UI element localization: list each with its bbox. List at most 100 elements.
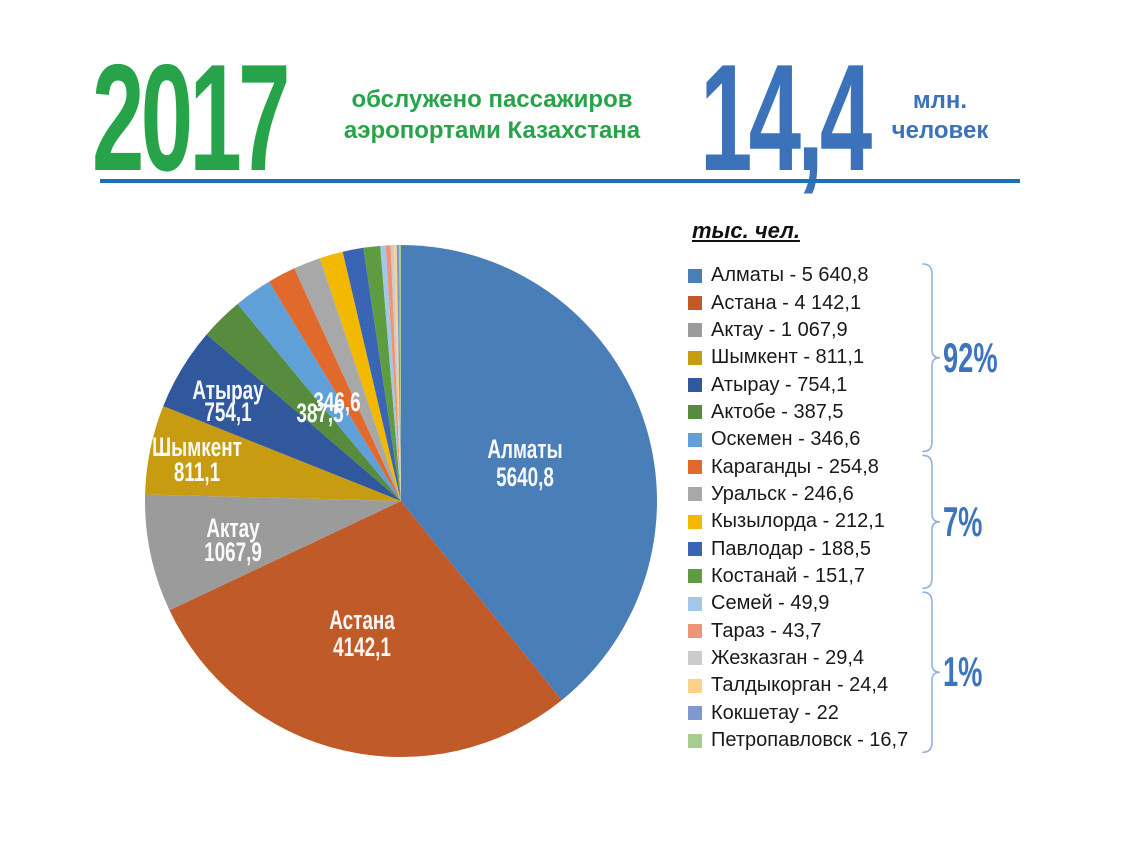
pie-label-value-Атырау: 754,1 [204, 397, 251, 427]
legend-swatch-Атырау [688, 378, 702, 393]
legend-item-label: Оскемен - 346,6 [711, 428, 861, 451]
legend-swatch-Жезказган [688, 651, 702, 666]
legend-item-Павлодар: Павлодар - 188,5 [688, 535, 908, 562]
pie-slice-Актау [144, 494, 402, 611]
pie-label-name-Актау: Актау [206, 513, 259, 543]
legend-swatch-Костанай [688, 569, 702, 584]
subtitle: обслужено пассажиров аэропортами Казахст… [283, 84, 701, 146]
legend-swatch-Актобе [688, 405, 702, 420]
legend-item-Астана: Астана - 4 142,1 [688, 289, 908, 316]
legend-item-label: Уральск - 246,6 [711, 482, 854, 505]
legend-item-Караганды: Караганды - 254,8 [688, 453, 908, 480]
total-passengers-value: 14,4 [700, 33, 872, 203]
pie-slice-Кызылорда [319, 251, 401, 501]
legend-item-label: Тараз - 43,7 [711, 619, 822, 642]
pie-slice-Оскемен [237, 281, 401, 501]
group-brace-7% [922, 454, 941, 589]
pie-slice-Кокшетау [396, 245, 401, 501]
pie-label-value-Астана: 4142,1 [333, 632, 391, 662]
legend-swatch-Оскемен [688, 432, 702, 447]
pie-slice-Атырау [163, 334, 401, 501]
legend-item-label: Актау - 1 067,9 [711, 318, 848, 341]
legend-item-label: Астана - 4 142,1 [711, 291, 862, 314]
legend-item-Семей: Семей - 49,9 [688, 590, 908, 617]
legend-item-Костанай: Костанай - 151,7 [688, 563, 908, 590]
legend-item-label: Талдыкорган - 24,4 [711, 674, 889, 697]
pie-label-value-Актобе: 387,5 [296, 398, 343, 428]
group-brace-92% [922, 263, 941, 453]
group-percent-label-92%: 92% [943, 333, 998, 381]
year-title: 2017 [92, 33, 290, 203]
pie-label-name-Атырау: Атырау [192, 375, 263, 405]
legend-swatch-Павлодар [688, 542, 702, 557]
legend-swatch-Кызылорда [688, 514, 702, 529]
legend-swatch-Актау [688, 323, 702, 338]
legend-item-label: Алматы - 5 640,8 [711, 264, 869, 287]
pie-label-value-Актау: 1067,9 [204, 537, 262, 567]
pie-slice-Петропавловск [399, 245, 401, 501]
unit-line1: млн. [912, 87, 968, 114]
legend-item-Жезказган: Жезказган - 29,4 [688, 645, 908, 672]
pie-slice-Актобе [206, 304, 401, 501]
legend-item-label: Атырау - 754,1 [711, 373, 848, 396]
pie-slice-Тараз [385, 245, 401, 501]
pie-slice-Алматы [401, 245, 657, 701]
pie-slice-Шымкент [145, 406, 401, 501]
legend-item-Тараз: Тараз - 43,7 [688, 617, 908, 644]
header-divider [100, 179, 1020, 183]
pie-slice-Уральск [294, 258, 401, 501]
group-percent-label-7%: 7% [943, 497, 983, 545]
legend-item-label: Семей - 49,9 [711, 592, 830, 615]
legend-item-label: Кызылорда - 212,1 [711, 510, 885, 533]
pie-slice-Жезказган [390, 245, 401, 501]
unit-line2: человек [891, 117, 989, 144]
legend-item-Атырау: Атырау - 754,1 [688, 371, 908, 398]
subtitle-line1: обслужено пассажиров [351, 86, 633, 113]
legend-item-Кызылорда: Кызылорда - 212,1 [688, 508, 908, 535]
legend-item-Петропавловск: Петропавловск - 16,7 [688, 727, 908, 754]
legend-swatch-Уральск [688, 487, 702, 502]
pie-label-name-Астана: Астана [329, 605, 395, 635]
legend-swatch-Петропавловск [688, 733, 702, 748]
pie-label-value-Алматы: 5640,8 [496, 462, 554, 492]
legend-item-label: Шымкент - 811,1 [711, 346, 865, 369]
pie-slice-Павлодар [342, 247, 401, 501]
legend-swatch-Тараз [688, 624, 702, 639]
pie-label-value-Оскемен: 346,6 [313, 387, 360, 417]
legend-swatch-Кокшетау [688, 706, 702, 721]
legend-swatch-Астана [688, 296, 702, 311]
legend-item-Талдыкорган: Талдыкорган - 24,4 [688, 672, 908, 699]
pie-label-name-Шымкент: Шымкент [152, 432, 242, 462]
legend-swatch-Семей [688, 596, 702, 611]
legend-title: тыс. чел. [692, 218, 800, 243]
legend-item-Актобе: Актобе - 387,5 [688, 399, 908, 426]
pie-slice-Костанай [363, 245, 401, 501]
pie-label-value-Шымкент: 811,1 [174, 457, 220, 487]
legend-swatch-Шымкент [688, 350, 702, 365]
legend-item-label: Караганды - 254,8 [711, 455, 879, 478]
total-passengers-unit: млн. человек [875, 86, 1005, 146]
group-percent-label-1%: 1% [943, 648, 983, 696]
group-brace-1% [922, 591, 941, 754]
legend-item-label: Кокшетау - 22 [711, 701, 839, 724]
legend: Алматы - 5 640,8 Астана - 4 142,1 Актау - … [688, 262, 908, 754]
legend-swatch-Караганды [688, 460, 702, 475]
subtitle-line2: аэропортами Казахстана [343, 117, 641, 144]
legend-item-Актау: Актау - 1 067,9 [688, 317, 908, 344]
pie-slice-Семей [380, 245, 401, 501]
legend-item-label: Павлодар - 188,5 [711, 537, 871, 560]
pie-chart-area: Алматы 5640,8 Астана 4142,1 Актау 1067,9 Шымке… [120, 220, 682, 782]
pie-label-name-Алматы: Алматы [487, 434, 562, 464]
pie-slice-Талдыкорган [393, 245, 401, 501]
legend-item-label: Актобе - 387,5 [711, 400, 844, 423]
legend-item-Шымкент: Шымкент - 811,1 [688, 344, 908, 371]
legend-swatch-Алматы [688, 268, 702, 283]
legend-item-Уральск: Уральск - 246,6 [688, 481, 908, 508]
legend-item-Кокшетау: Кокшетау - 22 [688, 700, 908, 727]
pie-slice-Караганды [269, 268, 401, 501]
legend-braces [922, 263, 941, 754]
pie-slice-Астана [169, 501, 562, 757]
legend-item-Оскемен: Оскемен - 346,6 [688, 426, 908, 453]
